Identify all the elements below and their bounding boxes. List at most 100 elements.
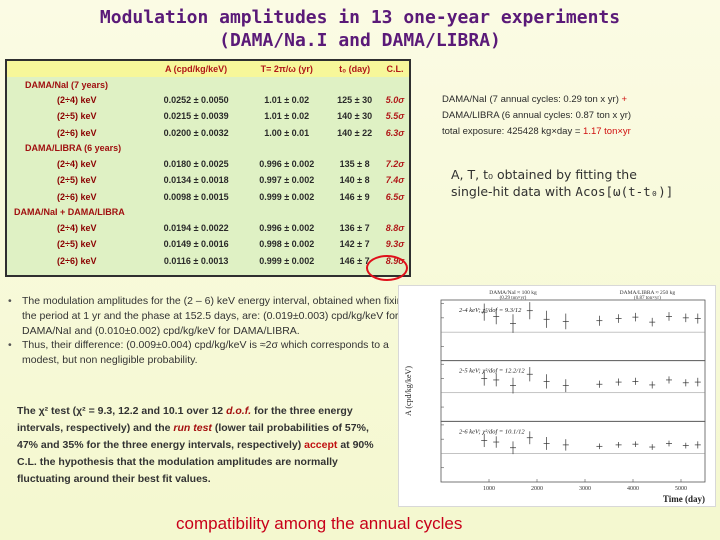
phase-cell: 140 ± 30 <box>337 111 373 122</box>
cl-cell: 9.3σ <box>385 239 405 250</box>
title-line-1: Modulation amplitudes in 13 one-year exp… <box>99 7 621 28</box>
phase-cell: 146 ± 9 <box>339 191 370 202</box>
top-label-libra-exposure: (0.87 ton×yr) <box>634 296 661 301</box>
chi-text-3: (lower tail probabilities of 57%, 47% an… <box>17 422 369 451</box>
exposure-note: DAMA/NaI (7 annual cycles: 0.29 ton x yr… <box>442 92 718 140</box>
energy-range: (2÷5) keV <box>57 239 97 250</box>
header-period: T= 2π/ω (yr) <box>245 61 329 77</box>
cl-cell: 7.2σ <box>385 159 405 170</box>
period-cell: 0.999 ± 0.002 <box>259 255 315 266</box>
highlight-circle <box>366 255 408 281</box>
cl-cell: 6.3σ <box>385 127 405 138</box>
amplitude-plot-svg: DAMA/NaI ≈ 100 kg(0.29 ton×yr) DAMA/LIBRA… <box>404 290 706 504</box>
group-label: DAMA/LIBRA (6 years) <box>25 143 122 154</box>
exposure-total: 1.17 ton×yr <box>583 126 631 137</box>
panel-label: 2-6 keV; χ²/dof = 10.1/12 <box>459 428 525 435</box>
header-cl: C.L. <box>381 61 409 77</box>
energy-range: (2÷4) keV <box>57 222 97 233</box>
bullet-item: Thus, their difference: (0.009±0.004) cp… <box>8 338 410 368</box>
phase-cell: 142 ± 7 <box>339 239 370 250</box>
fit-formula: Acos[ω(t-t₀)] <box>575 184 674 199</box>
panel-label: 2-5 keV; χ²/dof = 12.2/12 <box>459 368 525 375</box>
exposure-plus: + <box>621 94 628 105</box>
chi-square-paragraph: The χ² test (χ² = 9.3, 12.2 and 10.1 ove… <box>17 403 377 488</box>
phase-cell: 136 ± 7 <box>339 222 370 233</box>
chi-text-1: The χ² test (χ² = 9.3, 12.2 and 10.1 ove… <box>17 405 227 417</box>
title-line-2: (DAMA/Na.I and DAMA/LIBRA) <box>219 30 501 51</box>
exposure-line-3: total exposure: 425428 kg×day = <box>442 126 584 137</box>
table-row: (2÷5) keV 0.0134 ± 0.0018 0.997 ± 0.002 140… <box>7 172 409 188</box>
panel-frame <box>440 420 706 483</box>
x-tick-label: 1000 <box>483 486 495 492</box>
chi-text-4: at 90% C.L. the hypothesis that the modu… <box>17 439 374 485</box>
period-cell: 0.998 ± 0.002 <box>259 239 315 250</box>
chi-dof: d.o.f. <box>226 405 252 417</box>
bullet-item: The modulation amplitudes for the (2 – 6… <box>8 294 410 338</box>
table-group-row: DAMA/NaI (7 years) <box>7 77 409 92</box>
energy-range: (2÷6) keV <box>57 191 97 202</box>
amplitude-cell: 0.0200 ± 0.0032 <box>163 127 229 138</box>
amplitude-cell: 0.0194 ± 0.0022 <box>163 222 229 233</box>
top-label-libra: DAMA/LIBRA ≈ 250 kg <box>620 290 676 296</box>
table-row: (2÷5) keV 0.0149 ± 0.0016 0.998 ± 0.002 142… <box>7 236 409 252</box>
cl-cell: 7.4σ <box>385 175 405 186</box>
results-table: A (cpd/kg/keV) T= 2π/ω (yr) t₀ (day) C.L… <box>7 61 409 269</box>
cl-cell: 6.5σ <box>385 191 405 202</box>
period-cell: 0.997 ± 0.002 <box>259 175 315 186</box>
amplitude-cell: 0.0149 ± 0.0016 <box>163 239 229 250</box>
phase-cell: 135 ± 8 <box>339 159 370 170</box>
panel-label: 2-4 keV; χ²/dof = 9.3/12 <box>459 307 522 314</box>
cl-cell: 5.0σ <box>385 95 405 106</box>
period-cell: 0.996 ± 0.002 <box>259 222 315 233</box>
x-axis-label: Time (day) <box>663 494 705 504</box>
table-group-row: DAMA/LIBRA (6 years) <box>7 141 409 156</box>
table-group-row: DAMA/NaI + DAMA/LIBRA <box>7 205 409 220</box>
amplitude-cell: 0.0215 ± 0.0039 <box>163 111 229 122</box>
table-row: (2÷4) keV 0.0180 ± 0.0025 0.996 ± 0.002 135… <box>7 156 409 172</box>
top-label-nai-exposure: (0.29 ton×yr) <box>500 296 527 301</box>
fit-line-1: A, T, t₀ obtained by fitting the <box>451 167 637 182</box>
period-cell: 1.01 ± 0.02 <box>264 95 310 106</box>
header-amplitude: A (cpd/kg/keV) <box>147 61 246 77</box>
table-header-row: A (cpd/kg/keV) T= 2π/ω (yr) t₀ (day) C.L… <box>7 61 409 77</box>
amplitude-cell: 0.0134 ± 0.0018 <box>163 175 229 186</box>
table-row: (2÷6) keV 0.0098 ± 0.0015 0.999 ± 0.002 146… <box>7 188 409 204</box>
phase-cell: 146 ± 7 <box>339 255 370 266</box>
energy-range: (2÷5) keV <box>57 111 97 122</box>
table-row: (2÷4) keV 0.0252 ± 0.0050 1.01 ± 0.02 125 ±… <box>7 92 409 108</box>
amplitude-cell: 0.0252 ± 0.0050 <box>163 95 229 106</box>
phase-cell: 140 ± 22 <box>337 127 373 138</box>
phase-cell: 125 ± 30 <box>337 95 373 106</box>
top-label-nai: DAMA/NaI ≈ 100 kg <box>489 290 537 296</box>
energy-range: (2÷4) keV <box>57 159 97 170</box>
energy-range: (2÷6) keV <box>57 127 97 138</box>
exposure-line-1: DAMA/NaI (7 annual cycles: 0.29 ton x yr… <box>442 94 619 105</box>
table-row: (2÷4) keV 0.0194 ± 0.0022 0.996 ± 0.002 136… <box>7 220 409 236</box>
amplitude-cell: 0.0098 ± 0.0015 <box>163 191 229 202</box>
amplitude-plot: DAMA/NaI ≈ 100 kg (0.29 ton×yr) DAMA/LIBRA… <box>398 285 716 507</box>
amplitude-cell: 0.0116 ± 0.0013 <box>163 255 229 266</box>
header-phase: t₀ (day) <box>328 61 382 77</box>
group-label: DAMA/NaI (7 years) <box>25 79 109 90</box>
x-tick-label: 4000 <box>627 486 639 492</box>
cl-cell: 8.8σ <box>385 222 405 233</box>
period-cell: 0.999 ± 0.002 <box>259 191 315 202</box>
y-axis-label: A (cpd/kg/keV) <box>404 366 413 416</box>
period-cell: 0.996 ± 0.002 <box>259 159 315 170</box>
amplitude-cell: 0.0180 ± 0.0025 <box>163 159 229 170</box>
energy-range: (2÷6) keV <box>57 255 97 266</box>
x-tick-label: 3000 <box>579 486 591 492</box>
x-tick-label: 2000 <box>531 486 543 492</box>
chi-accept: accept <box>304 439 338 451</box>
slide-title: Modulation amplitudes in 13 one-year exp… <box>0 6 720 52</box>
cl-cell: 5.5σ <box>385 111 405 122</box>
energy-range: (2÷5) keV <box>57 175 97 186</box>
x-tick-label: 5000 <box>675 486 687 492</box>
chi-run-test: run test <box>173 422 212 434</box>
period-cell: 1.00 ± 0.01 <box>264 127 310 138</box>
chi-text-2: for the three energy intervals, respecti… <box>17 405 353 434</box>
group-label: DAMA/NaI + DAMA/LIBRA <box>14 207 125 218</box>
energy-range: (2÷4) keV <box>57 95 97 106</box>
compatibility-caption: compatibility among the annual cycles <box>176 514 463 533</box>
table-row: (2÷6) keV 0.0116 ± 0.0013 0.999 ± 0.002 146… <box>7 252 409 268</box>
